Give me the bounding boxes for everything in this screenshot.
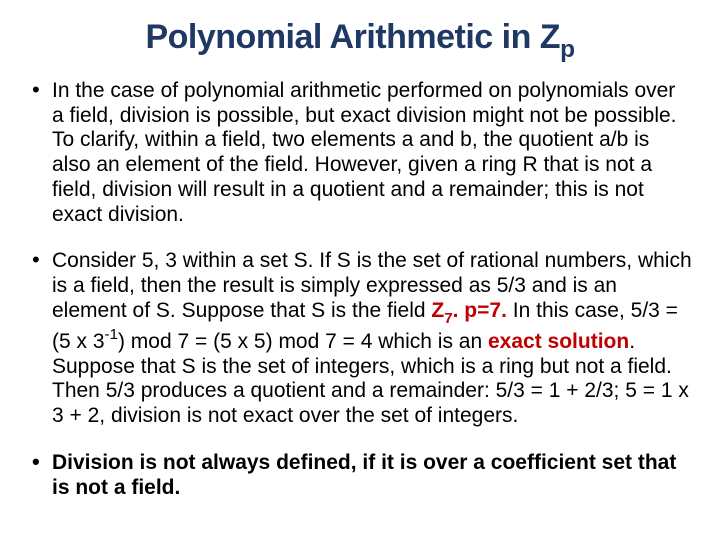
title-subscript: p — [560, 36, 574, 63]
accent-text: . p=7. — [453, 299, 507, 322]
slide-title: Polynomial Arithmetic in Zp — [28, 18, 692, 63]
title-text: Polynomial Arithmetic in Z — [145, 18, 560, 56]
bullet-list: In the case of polynomial arithmetic per… — [28, 79, 692, 501]
bullet-item: Consider 5, 3 within a set S. If S is th… — [28, 249, 692, 429]
body-text: ) mod 7 = (5 x 5) mod 7 = 4 which is an — [118, 330, 488, 353]
accent-text: exact solution — [488, 330, 629, 353]
bullet-item: Division is not always defined, if it is… — [28, 451, 692, 501]
accent-text: Z — [431, 299, 444, 322]
body-text: In the case of polynomial arithmetic per… — [52, 79, 677, 226]
accent-subscript: 7 — [444, 310, 452, 327]
slide: Polynomial Arithmetic in Zp In the case … — [0, 0, 720, 540]
body-text: Division is not always defined, if it is… — [52, 451, 676, 499]
bullet-item: In the case of polynomial arithmetic per… — [28, 79, 692, 228]
superscript: -1 — [105, 326, 118, 343]
